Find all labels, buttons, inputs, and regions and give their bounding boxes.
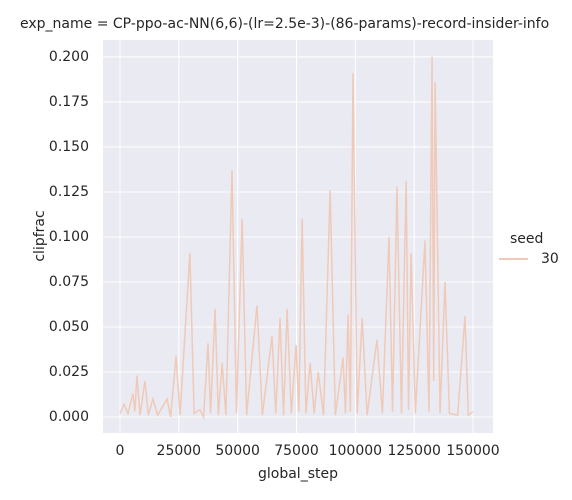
y-tick-label: 0.125: [49, 184, 89, 200]
chart-title: exp_name = CP-ppo-ac-NN(6,6)-(lr=2.5e-3)…: [20, 16, 549, 32]
y-tick-label: 0.000: [49, 409, 89, 425]
x-tick-label: 25000: [157, 443, 202, 459]
x-tick-label: 125000: [387, 443, 440, 459]
x-tick-label: 75000: [274, 443, 319, 459]
series-line: [119, 56, 474, 420]
y-tick-label: 0.150: [49, 139, 89, 155]
x-tick-label: 50000: [215, 443, 260, 459]
y-tick-label: 0.050: [49, 319, 89, 335]
x-tick-label: 150000: [446, 443, 499, 459]
x-axis-label: global_step: [258, 466, 338, 482]
legend-label: 30: [541, 251, 559, 267]
y-tick-label: 0.200: [49, 49, 89, 65]
y-tick-label: 0.100: [49, 229, 89, 245]
legend-title: seed: [510, 231, 543, 247]
y-tick-label: 0.175: [49, 94, 89, 110]
y-tick-label: 0.025: [49, 364, 89, 380]
y-axis-label: clipfrac: [32, 210, 48, 261]
y-tick-label: 0.075: [49, 274, 89, 290]
x-tick-label: 0: [116, 443, 125, 459]
x-tick-label: 100000: [329, 443, 382, 459]
